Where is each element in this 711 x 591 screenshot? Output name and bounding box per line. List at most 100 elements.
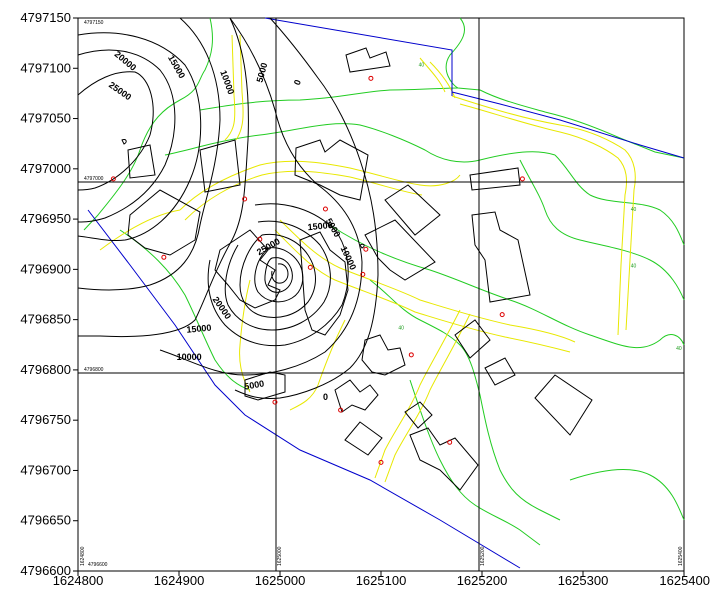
y-tick-label: 4797050 xyxy=(20,111,71,126)
sample-point-marker xyxy=(272,399,278,405)
road-line xyxy=(274,229,571,353)
terrain-line xyxy=(369,279,561,521)
building xyxy=(344,421,383,456)
water-line xyxy=(264,17,453,96)
terrain-line xyxy=(199,87,459,111)
water-line xyxy=(87,209,521,569)
contour-line xyxy=(224,220,331,331)
building xyxy=(454,319,491,359)
building xyxy=(334,379,379,413)
road-lines xyxy=(99,34,636,483)
grid-label-mid-upper: 4797000 xyxy=(84,176,104,182)
contour-value-label: 0 xyxy=(323,392,328,402)
terrain-line xyxy=(119,229,251,391)
plot-frame xyxy=(77,17,685,572)
sample-point-marker xyxy=(257,236,263,242)
contour-line xyxy=(271,263,289,284)
building xyxy=(199,139,241,193)
sample-point-marker xyxy=(519,176,525,182)
grid-label-vertical: 1625000 xyxy=(277,546,283,566)
y-tick-label: 4796650 xyxy=(20,513,71,528)
sample-point-marker xyxy=(242,196,248,202)
sample-point-marker xyxy=(360,271,366,277)
building xyxy=(471,211,531,303)
road-line xyxy=(459,103,627,336)
road-line xyxy=(384,313,471,483)
y-tick-label: 4797000 xyxy=(20,161,71,176)
sample-point-marker xyxy=(161,254,167,260)
contour-line xyxy=(77,49,176,223)
sample-point-marker xyxy=(363,246,369,252)
road-line xyxy=(235,34,244,141)
contour-line xyxy=(207,203,349,347)
y-tick-label: 4796950 xyxy=(20,211,71,226)
road-line xyxy=(289,319,346,411)
road-line xyxy=(239,279,251,393)
contour-line xyxy=(121,139,127,145)
sample-point-marker xyxy=(338,407,344,413)
water-line xyxy=(451,91,685,159)
x-tick-label: 1625100 xyxy=(356,573,407,586)
contour-value-label: 0 xyxy=(292,78,303,86)
grid xyxy=(78,18,684,571)
y-tick-label: 4796600 xyxy=(20,563,71,578)
y-tick-label: 4796800 xyxy=(20,362,71,377)
contour-value-label: 15000 xyxy=(307,220,333,232)
sample-point-marker xyxy=(322,206,328,212)
y-tick-label: 4797100 xyxy=(20,60,71,75)
contour-line xyxy=(234,17,379,399)
contour-value-label: 5000 xyxy=(255,62,270,84)
x-tick-label: 1625400 xyxy=(659,573,710,586)
contour-line xyxy=(77,71,154,191)
x-tick-label: 1625000 xyxy=(255,573,306,586)
building xyxy=(294,139,369,201)
y-tick-label: 4797150 xyxy=(20,10,71,25)
water-lines xyxy=(87,17,685,569)
sample-point-marker xyxy=(368,75,374,81)
building xyxy=(469,167,521,191)
road-line xyxy=(419,57,446,93)
building xyxy=(299,231,349,336)
y-tick-label: 4796700 xyxy=(20,462,71,477)
sample-point-marker xyxy=(110,176,116,182)
building xyxy=(384,184,441,236)
grid-label-top-left: 4797150 xyxy=(84,20,104,26)
sample-point-marker xyxy=(378,459,384,465)
terrain-value-label: 40 xyxy=(419,62,425,68)
contour-value-label: 15000 xyxy=(186,323,212,335)
sample-point-marker xyxy=(408,352,414,358)
sample-points xyxy=(110,75,525,465)
grid-label-vertical: 1625200 xyxy=(480,546,486,566)
contour-line xyxy=(239,233,316,318)
building xyxy=(127,144,156,179)
road-line xyxy=(224,34,236,141)
terrain-line xyxy=(445,17,685,159)
grid-label-bottom-left: 4796600 xyxy=(88,562,108,568)
sample-point-marker xyxy=(499,312,505,318)
terrain-line xyxy=(569,469,685,521)
building xyxy=(214,229,281,309)
sample-point-marker xyxy=(307,264,313,270)
terrain-value-label: 40 xyxy=(631,207,637,213)
building xyxy=(361,334,406,376)
x-tick-label: 1624900 xyxy=(154,573,205,586)
road-line xyxy=(429,61,456,99)
contour-line xyxy=(78,17,249,338)
contour-line xyxy=(264,257,293,293)
contour-value-label: 10000 xyxy=(177,352,202,362)
building xyxy=(404,401,433,429)
contour-value-label: 5000 xyxy=(243,378,264,391)
building xyxy=(345,47,391,73)
y-tick-label: 4796900 xyxy=(20,261,71,276)
building xyxy=(484,357,516,386)
contour-lines xyxy=(77,17,379,399)
contour-line xyxy=(254,247,304,303)
contour-line xyxy=(77,17,221,291)
building xyxy=(409,427,479,491)
building xyxy=(534,374,593,436)
road-line xyxy=(179,160,461,211)
terrain-line xyxy=(519,159,685,301)
grid-label-vertical: 1625400 xyxy=(678,546,684,566)
building xyxy=(127,189,201,256)
